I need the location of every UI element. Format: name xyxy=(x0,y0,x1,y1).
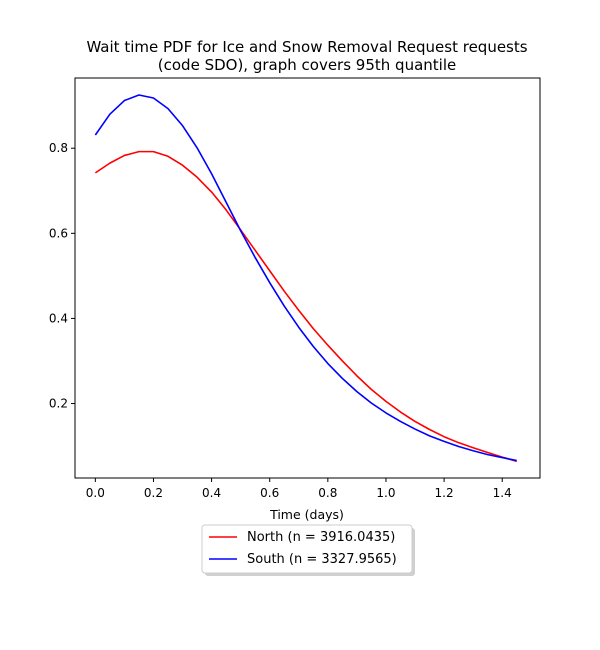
series-line-north xyxy=(94,150,517,463)
chart-title-line-2: (code SDO), graph covers 95th quantile xyxy=(158,56,456,74)
x-tick-label: 1.0 xyxy=(376,486,395,500)
x-tick-label: 0.2 xyxy=(144,486,163,500)
legend: North (n = 3916.0435) South (n = 3327.95… xyxy=(201,524,415,576)
x-tick-label: 0.6 xyxy=(260,486,279,500)
series-line-south xyxy=(94,94,517,462)
y-tick-label: 0.2 xyxy=(49,397,68,411)
x-axis-label: Time (days) xyxy=(269,507,344,522)
plot-frame xyxy=(74,77,541,479)
legend-label-south: South (n = 3327.9565) xyxy=(247,552,397,567)
chart-title-line-1: Wait time PDF for Ice and Snow Removal R… xyxy=(86,38,527,56)
y-tick-label: 0.4 xyxy=(49,311,68,325)
y-tick-label: 0.8 xyxy=(49,141,68,155)
x-tick-label: 0.4 xyxy=(202,486,221,500)
x-tick-label: 1.2 xyxy=(435,486,454,500)
legend-frame xyxy=(201,524,413,574)
x-tick-label: 0.0 xyxy=(86,486,105,500)
legend-label-north: North (n = 3916.0435) xyxy=(247,530,395,545)
x-tick-label: 1.4 xyxy=(493,486,512,500)
x-tick-label: 0.8 xyxy=(318,486,337,500)
plot-area: 0.0 0.2 0.4 0.6 0.8 1.0 1.2 1.4 0.2 0.4 0.6 0.8 xyxy=(49,77,541,500)
y-tick-label: 0.6 xyxy=(49,226,68,240)
